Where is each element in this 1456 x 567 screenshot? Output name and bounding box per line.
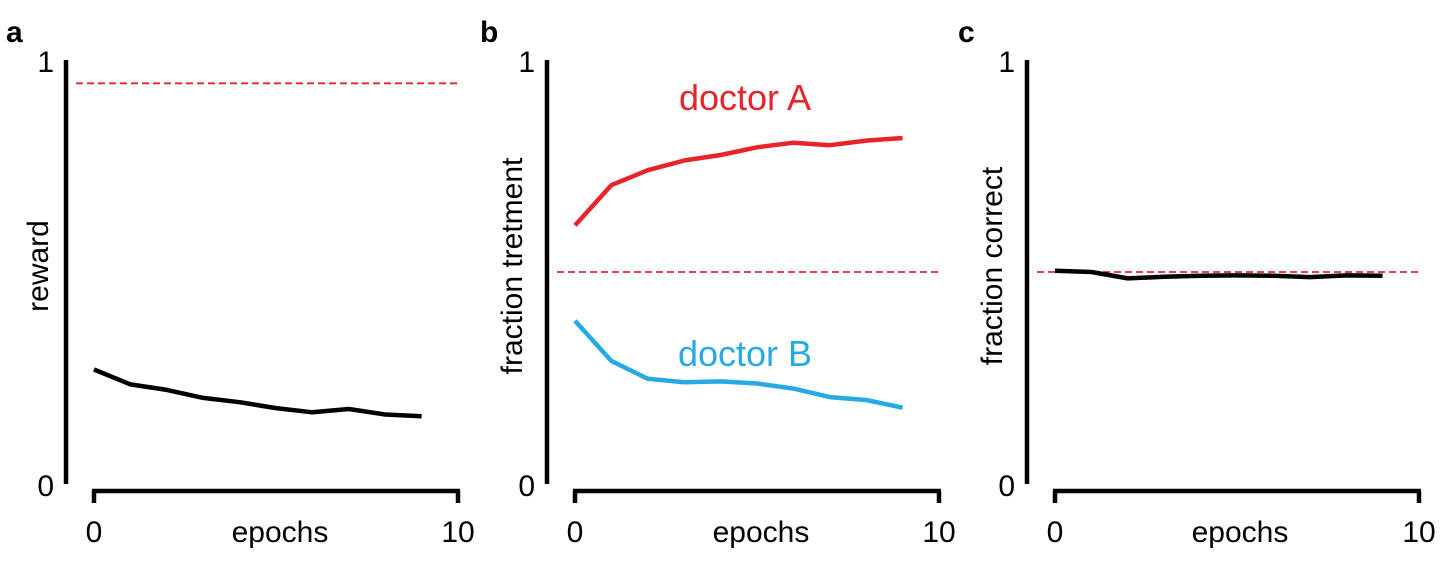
panel-c-y-tick-label-0: 0 [998,470,1015,503]
panel-b-series [573,135,904,410]
panel-a-label: a [6,16,23,49]
panel-c-correct-line [1054,268,1383,281]
panel-c-x-axis-title: epochs [1192,516,1289,549]
panel-a-x-tick-label-10: 10 [441,516,474,549]
panel-c-x-tick-label-10: 10 [1402,516,1435,549]
panel-a-x-tick-label-0: 0 [86,516,103,549]
panel-a-y-tick-label-1: 1 [37,46,54,79]
panel-c-label: c [958,16,975,49]
panel-b-y-tick-label-1: 1 [518,46,535,79]
panel-b-x-axis-title: epochs [713,516,810,549]
panel-a-y-tick-label-0: 0 [37,470,54,503]
panel-a: a 1 0 0 10 epochs reward [6,16,475,549]
panel-b: b 1 0 0 10 epochs fraction tretment doct… [480,16,956,549]
panel-c-series [1054,268,1383,281]
panel-b-x-tick-label-10: 10 [922,516,955,549]
doctor-a-label: doctor A [679,77,811,118]
panel-a-series [93,367,422,419]
panel-b-y-tick-label-0: 0 [518,470,535,503]
panel-a-reward-line [93,367,422,419]
panel-b-label: b [480,16,498,49]
panel-b-y-axis-title: fraction tretment [496,157,529,374]
panel-b-doctor-a-line [573,135,903,227]
panel-b-doctor-b-line [573,319,904,410]
panel-c-x-tick-label-0: 0 [1047,516,1064,549]
doctor-b-label: doctor B [678,333,812,374]
panel-a-y-axis-title: reward [22,220,55,312]
panel-b-x-tick-label-0: 0 [567,516,584,549]
panel-c-y-axis-title: fraction correct [976,166,1009,365]
panel-c-y-tick-label-1: 1 [998,46,1015,79]
panel-a-x-axis-title: epochs [232,516,329,549]
panel-c: c 1 0 0 10 epochs fraction correct [958,16,1436,549]
